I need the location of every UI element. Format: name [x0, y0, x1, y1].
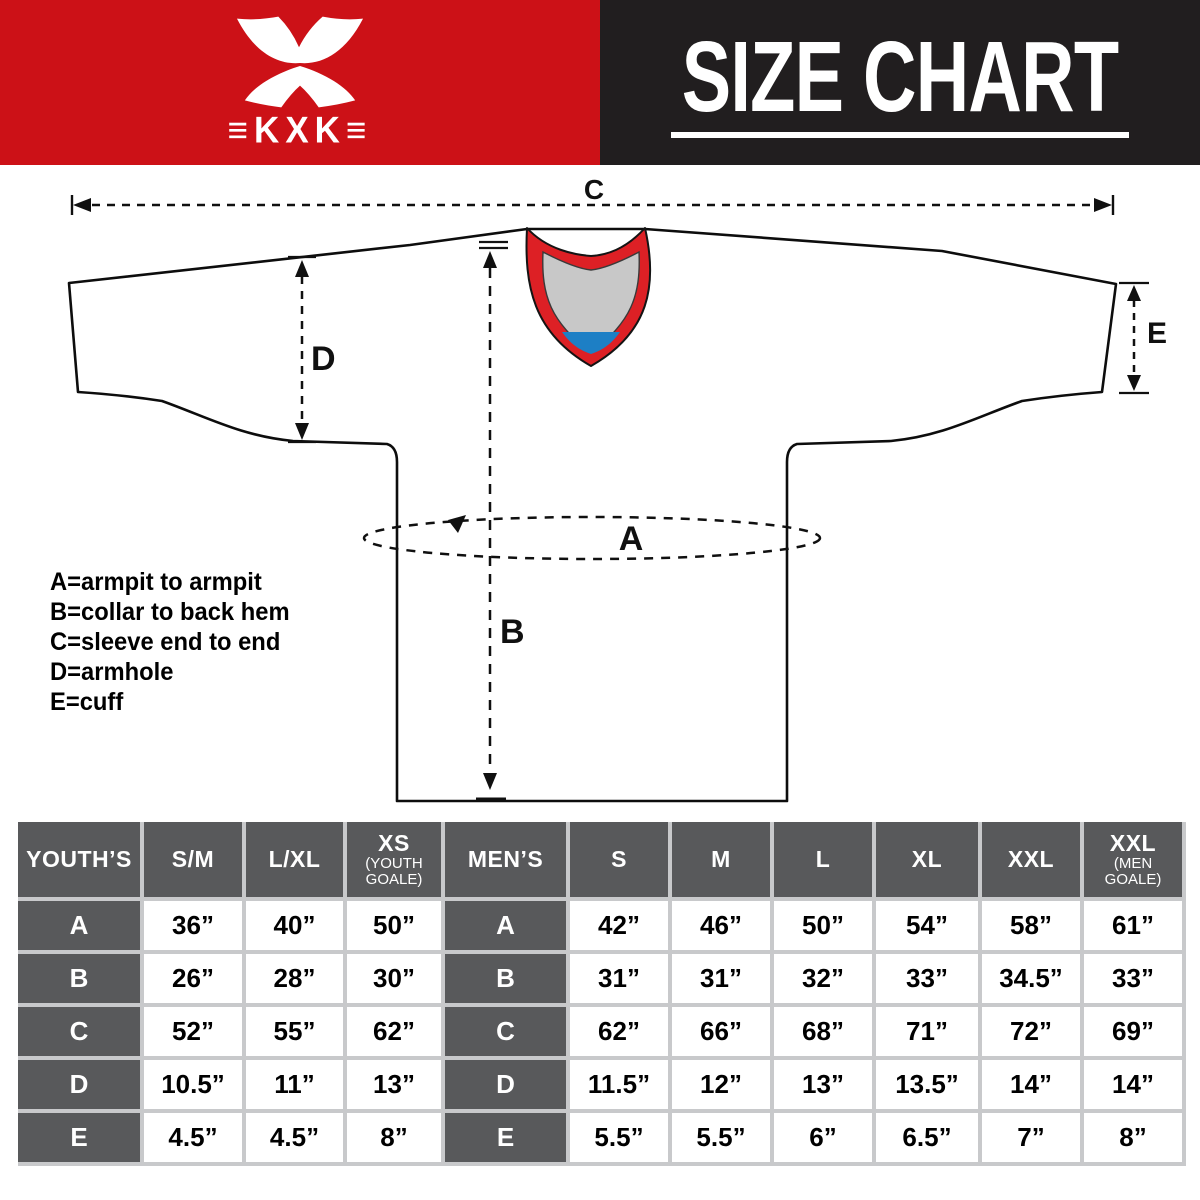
row-label-cell: E [18, 1113, 140, 1162]
measurement-legend: A=armpit to armpit B=collar to back hem … [50, 567, 290, 717]
size-cell: 32” [774, 954, 872, 1003]
size-cell: 7” [982, 1113, 1080, 1162]
dim-label-e: E [1147, 317, 1167, 350]
dim-label-d: D [311, 340, 336, 378]
size-cell: 5.5” [570, 1113, 668, 1162]
size-cell: 50” [774, 901, 872, 950]
jersey-measurement-diagram: C D B E [67, 174, 1167, 803]
size-cell: 13.5” [876, 1060, 978, 1109]
kxk-mark-icon [236, 16, 364, 107]
dim-c [70, 195, 1115, 215]
row-label-cell: D [18, 1060, 140, 1109]
size-cell: 31” [672, 954, 770, 1003]
size-cell: 30” [347, 954, 441, 1003]
size-cell: 12” [672, 1060, 770, 1109]
col-header-s: S [570, 822, 668, 897]
size-cell: 71” [876, 1007, 978, 1056]
legend-item-c: C=sleeve end to end [50, 628, 281, 656]
dim-b [476, 240, 508, 801]
legend-item-e: E=cuff [50, 688, 124, 716]
size-cell: 66” [672, 1007, 770, 1056]
size-cell: 68” [774, 1007, 872, 1056]
col-header-xxl: XXL [982, 822, 1080, 897]
col-header-l: L [774, 822, 872, 897]
size-cell: 8” [347, 1113, 441, 1162]
size-cell: 62” [347, 1007, 441, 1056]
size-cell: 14” [1084, 1060, 1182, 1109]
size-cell: 13” [347, 1060, 441, 1109]
row-label-cell: B [18, 954, 140, 1003]
col-header-youths: YOUTH’S [18, 822, 140, 897]
dim-label-c: C [584, 174, 604, 205]
col-header-xl: XL [876, 822, 978, 897]
row-label-cell: A [18, 901, 140, 950]
size-cell: 6.5” [876, 1113, 978, 1162]
size-cell: 11” [246, 1060, 343, 1109]
legend-item-a: A=armpit to armpit [50, 568, 262, 596]
size-cell: 8” [1084, 1113, 1182, 1162]
size-cell: 34.5” [982, 954, 1080, 1003]
size-cell: 52” [144, 1007, 242, 1056]
brand-wordmark: ≡KXK≡ [227, 109, 373, 151]
legend-item-b: B=collar to back hem [50, 598, 290, 626]
size-cell: 61” [1084, 901, 1182, 950]
dim-e [1119, 281, 1149, 395]
size-cell: 4.5” [144, 1113, 242, 1162]
size-cell: 13” [774, 1060, 872, 1109]
size-cell: 72” [982, 1007, 1080, 1056]
brand-logo: ≡KXK≡ [228, 15, 373, 151]
size-table: YOUTH’S S/M L/XL XS (YOUTH GOALE) MEN’S S… [18, 822, 1186, 1166]
jersey-outline [67, 227, 1118, 803]
size-cell: 42” [570, 901, 668, 950]
size-cell: 14” [982, 1060, 1080, 1109]
size-cell: 50” [347, 901, 441, 950]
col-header-m: M [672, 822, 770, 897]
col-header-lxl: L/XL [246, 822, 343, 897]
title-panel: SIZE CHART [600, 0, 1200, 165]
size-cell: 33” [1084, 954, 1182, 1003]
row-label-cell: D [445, 1060, 566, 1109]
collar-blue-insert [562, 332, 620, 354]
brand-panel: ≡KXK≡ [0, 0, 600, 165]
size-cell: 46” [672, 901, 770, 950]
col-header-sm: S/M [144, 822, 242, 897]
size-cell: 58” [982, 901, 1080, 950]
size-cell: 54” [876, 901, 978, 950]
col-header-mens: MEN’S [445, 822, 566, 897]
size-cell: 33” [876, 954, 978, 1003]
size-cell: 4.5” [246, 1113, 343, 1162]
col-header-xs-youth-goale: XS (YOUTH GOALE) [347, 822, 441, 897]
dim-label-a: A [619, 520, 644, 558]
header-banner: ≡KXK≡ SIZE CHART [0, 0, 1200, 165]
size-cell: 5.5” [672, 1113, 770, 1162]
dim-a [362, 515, 822, 561]
size-cell: 62” [570, 1007, 668, 1056]
title-underline [671, 132, 1129, 138]
size-cell: 31” [570, 954, 668, 1003]
kxk-mark-bottom-wings [244, 65, 356, 107]
size-cell: 6” [774, 1113, 872, 1162]
row-label-cell: B [445, 954, 566, 1003]
size-cell: 10.5” [144, 1060, 242, 1109]
page-title: SIZE CHART [681, 21, 1119, 133]
legend-item-d: D=armhole [50, 658, 174, 686]
dim-d [288, 255, 316, 444]
size-cell: 69” [1084, 1007, 1182, 1056]
collar-inner-gray [542, 250, 640, 354]
size-cell: 28” [246, 954, 343, 1003]
size-cell: 36” [144, 901, 242, 950]
size-cell: 11.5” [570, 1060, 668, 1109]
size-cell: 26” [144, 954, 242, 1003]
dim-label-b: B [500, 613, 525, 651]
row-label-cell: A [445, 901, 566, 950]
row-label-cell: C [445, 1007, 566, 1056]
size-cell: 40” [246, 901, 343, 950]
col-header-xxl-men-goale: XXL (MEN GOALE) [1084, 822, 1182, 897]
kxk-mark-top-wings [236, 16, 364, 63]
row-label-cell: C [18, 1007, 140, 1056]
row-label-cell: E [445, 1113, 566, 1162]
size-cell: 55” [246, 1007, 343, 1056]
